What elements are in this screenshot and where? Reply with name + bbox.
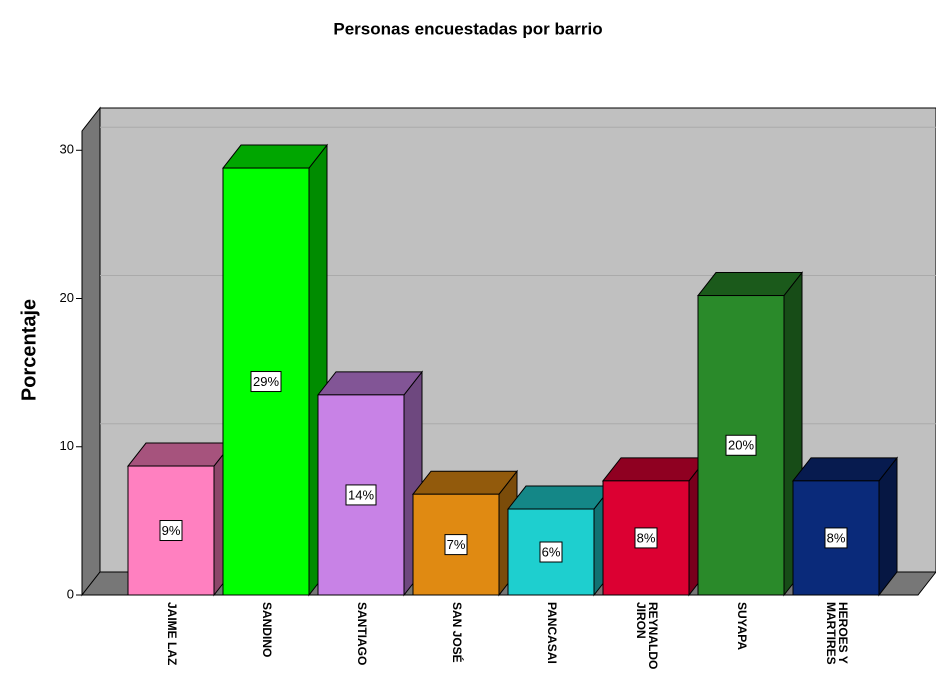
x-tick-label-line: HEROES Y (836, 602, 850, 664)
left-wall (81, 106, 101, 597)
value-label-box (725, 434, 757, 456)
y-tick-label: 20 (60, 290, 74, 305)
value-label: 6% (542, 544, 561, 559)
x-tick-label: SANDINO (260, 602, 274, 657)
x-tick-label-line: SANDINO (260, 602, 274, 657)
value-label: 29% (253, 374, 279, 389)
x-tick-label: PANCASAI (545, 602, 559, 664)
x-tick-label-line: REYNALDO (646, 602, 660, 669)
bar (601, 456, 709, 597)
chart-title: Personas encuestadas por barrio (333, 19, 602, 38)
x-tick-label: JAIME LAZ (165, 602, 179, 665)
bar-front (602, 480, 690, 596)
bar-top (126, 442, 234, 467)
y-tick-label: 30 (60, 142, 74, 157)
bar (126, 441, 234, 597)
value-label-box (250, 371, 282, 393)
y-tick-label: 10 (60, 438, 74, 453)
bar-top (506, 485, 614, 510)
bar (506, 484, 614, 597)
value-label: 14% (348, 487, 374, 502)
bar-side (878, 456, 898, 597)
bar (221, 143, 329, 597)
value-label-box (539, 541, 563, 563)
x-tick-label: SANTIAGO (355, 602, 369, 665)
value-label: 20% (728, 438, 754, 453)
x-tick-label-line: SAN JOSÉ (450, 602, 465, 663)
y-axis-label: Porcentaje (18, 299, 40, 401)
x-tick-label-line: JIRON (634, 602, 648, 639)
bar (316, 370, 424, 597)
value-label: 8% (637, 530, 656, 545)
value-label: 8% (827, 530, 846, 545)
bar-top (791, 457, 899, 482)
x-tick-label: SAN JOSÉ (450, 602, 465, 663)
value-label-box (444, 534, 468, 556)
x-tick-label-line: JAIME LAZ (165, 602, 179, 665)
bar-top (411, 470, 519, 495)
x-tick-label-line: SANTIAGO (355, 602, 369, 665)
y-tick-label: 0 (67, 586, 74, 601)
bar (411, 469, 519, 597)
value-label: 7% (447, 537, 466, 552)
value-label-box (824, 527, 848, 549)
x-tick-label: REYNALDOJIRON (634, 602, 660, 669)
x-tick-label-line: MARTIRES (824, 602, 838, 665)
bar-top (696, 272, 804, 297)
value-label-box (159, 520, 183, 542)
bar-top (601, 457, 709, 482)
bar (791, 456, 899, 597)
x-tick-label: SUYAPA (735, 602, 749, 650)
bar (696, 271, 804, 597)
bar-top (316, 371, 424, 396)
x-tick-label-line: SUYAPA (735, 602, 749, 650)
x-tick-label-line: PANCASAI (545, 602, 559, 664)
x-tick-label: HEROES YMARTIRES (824, 602, 850, 665)
value-label-box (345, 484, 377, 506)
value-label: 9% (162, 523, 181, 538)
bar-top (221, 144, 329, 169)
value-label-box (634, 527, 658, 549)
